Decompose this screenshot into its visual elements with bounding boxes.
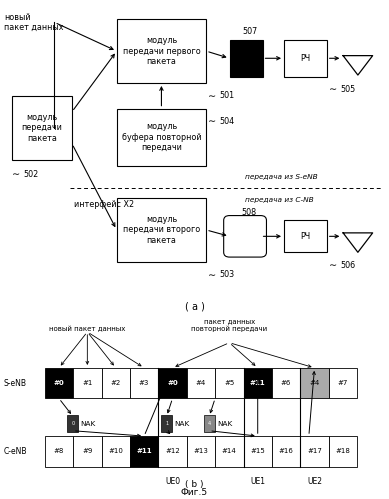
- Text: NAK: NAK: [217, 421, 232, 427]
- Text: модуль
передачи второго
пакета: модуль передачи второго пакета: [123, 215, 200, 245]
- Text: #13: #13: [193, 449, 209, 455]
- FancyBboxPatch shape: [284, 221, 327, 252]
- Text: 504: 504: [220, 117, 235, 126]
- Text: #14: #14: [222, 449, 237, 455]
- Text: ( а ): ( а ): [184, 301, 205, 311]
- Text: #5: #5: [224, 380, 235, 386]
- Text: #3: #3: [139, 380, 149, 386]
- FancyBboxPatch shape: [187, 368, 215, 398]
- Text: UE2: UE2: [307, 477, 322, 486]
- Text: ∼: ∼: [208, 116, 216, 126]
- Text: #4: #4: [196, 380, 206, 386]
- Text: #0: #0: [167, 380, 178, 386]
- Text: 503: 503: [220, 270, 235, 279]
- Text: передача из C-NB: передача из C-NB: [245, 197, 314, 203]
- Text: NAK: NAK: [174, 421, 190, 427]
- FancyBboxPatch shape: [244, 436, 272, 467]
- Text: S-eNB: S-eNB: [4, 379, 27, 388]
- FancyBboxPatch shape: [117, 19, 206, 83]
- Text: новый пакет данных: новый пакет данных: [49, 325, 126, 332]
- Text: #9: #9: [82, 449, 93, 455]
- FancyBboxPatch shape: [329, 368, 357, 398]
- FancyBboxPatch shape: [117, 198, 206, 262]
- Text: ∼: ∼: [329, 84, 337, 94]
- Text: 507: 507: [242, 27, 258, 36]
- Text: модуль
передачи
пакета: модуль передачи пакета: [21, 113, 62, 143]
- FancyBboxPatch shape: [73, 436, 102, 467]
- FancyBboxPatch shape: [329, 436, 357, 467]
- Text: NAK: NAK: [81, 421, 96, 427]
- Text: C-eNB: C-eNB: [4, 447, 27, 456]
- Text: модуль
передачи первого
пакета: модуль передачи первого пакета: [123, 36, 200, 66]
- FancyBboxPatch shape: [300, 436, 329, 467]
- FancyBboxPatch shape: [215, 368, 244, 398]
- Text: #12: #12: [165, 449, 180, 455]
- Text: РЧ: РЧ: [300, 54, 310, 63]
- Text: #4: #4: [309, 380, 320, 386]
- FancyBboxPatch shape: [272, 368, 300, 398]
- Text: пакет данных
повторной передачи: пакет данных повторной передачи: [191, 318, 267, 332]
- Text: 502: 502: [23, 170, 39, 179]
- FancyBboxPatch shape: [230, 40, 263, 77]
- FancyBboxPatch shape: [45, 368, 73, 398]
- FancyBboxPatch shape: [12, 96, 72, 160]
- Text: UE1: UE1: [250, 477, 265, 486]
- FancyBboxPatch shape: [204, 416, 215, 432]
- Text: 505: 505: [340, 85, 356, 94]
- FancyBboxPatch shape: [102, 436, 130, 467]
- FancyBboxPatch shape: [224, 216, 266, 257]
- Text: #10: #10: [108, 449, 123, 455]
- Text: ( b ): ( b ): [185, 480, 204, 489]
- Text: #17: #17: [307, 449, 322, 455]
- Text: UE0: UE0: [165, 477, 180, 486]
- Text: ∼: ∼: [329, 260, 337, 270]
- Text: новый
пакет данных: новый пакет данных: [4, 12, 63, 32]
- Text: #16: #16: [279, 449, 294, 455]
- Text: #18: #18: [335, 449, 350, 455]
- Text: ∼: ∼: [208, 269, 216, 279]
- Text: #6: #6: [281, 380, 291, 386]
- Text: интерфейс Х2: интерфейс Х2: [74, 200, 134, 209]
- Text: 508: 508: [241, 208, 256, 217]
- FancyBboxPatch shape: [244, 368, 272, 398]
- Text: 501: 501: [220, 91, 235, 100]
- FancyBboxPatch shape: [117, 109, 206, 166]
- FancyBboxPatch shape: [73, 368, 102, 398]
- Text: 0: 0: [71, 421, 74, 426]
- FancyBboxPatch shape: [158, 368, 187, 398]
- Text: #11: #11: [136, 449, 152, 455]
- Text: ∼: ∼: [208, 91, 216, 101]
- Text: #7: #7: [338, 380, 348, 386]
- Text: 506: 506: [340, 260, 356, 269]
- Text: 4: 4: [208, 421, 211, 426]
- Text: #8: #8: [54, 449, 64, 455]
- Text: #15: #15: [251, 449, 265, 455]
- FancyBboxPatch shape: [67, 416, 78, 432]
- Text: ∼: ∼: [12, 169, 20, 179]
- Text: #2: #2: [110, 380, 121, 386]
- FancyBboxPatch shape: [130, 368, 158, 398]
- Text: 1: 1: [165, 421, 168, 426]
- Text: Фиг.5: Фиг.5: [181, 488, 208, 497]
- Text: #1: #1: [82, 380, 93, 386]
- FancyBboxPatch shape: [102, 368, 130, 398]
- Text: передача из S-eNB: передача из S-eNB: [245, 174, 318, 180]
- FancyBboxPatch shape: [300, 368, 329, 398]
- FancyBboxPatch shape: [187, 436, 215, 467]
- Text: РЧ: РЧ: [300, 232, 310, 241]
- FancyBboxPatch shape: [215, 436, 244, 467]
- FancyBboxPatch shape: [284, 40, 327, 77]
- Text: #0: #0: [54, 380, 64, 386]
- FancyBboxPatch shape: [161, 416, 172, 432]
- FancyBboxPatch shape: [130, 436, 158, 467]
- Text: #11: #11: [250, 380, 266, 386]
- FancyBboxPatch shape: [272, 436, 300, 467]
- Text: модуль
буфера повторной
передачи: модуль буфера повторной передачи: [122, 122, 201, 152]
- FancyBboxPatch shape: [158, 436, 187, 467]
- FancyBboxPatch shape: [45, 436, 73, 467]
